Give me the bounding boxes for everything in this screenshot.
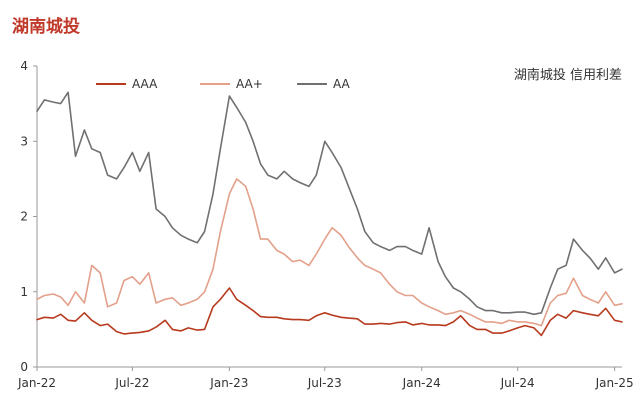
chart-axes: 0 1 2 3 4 Jan-22 Jul-22 Jan-23 Jul-23 Jan-24 Jul-2… (17, 59, 634, 390)
x-tick-label: Jan-23 (209, 376, 248, 390)
page-title: 湖南城投 (12, 17, 80, 37)
y-tick-label: 2 (20, 210, 28, 224)
series-line-aaa (36, 287, 623, 337)
legend-label-aa-plus: AA+ (236, 77, 263, 91)
legend-label-aa: AA (333, 77, 351, 91)
x-tick-label: Jan-22 (17, 376, 56, 390)
y-tick-label: 1 (20, 285, 28, 299)
x-tick-label: Jul-24 (500, 376, 535, 390)
x-tick-label: Jul-23 (307, 376, 342, 390)
series-line-aa (36, 91, 623, 316)
x-tick-label: Jan-25 (595, 376, 634, 390)
legend-label-aaa: AAA (132, 77, 158, 91)
series-line-aa-plus (36, 178, 623, 327)
chart-annotation: 湖南城投 信用利差 (514, 67, 622, 83)
x-tick-label: Jul-22 (114, 376, 149, 390)
y-tick-label: 0 (20, 360, 28, 374)
x-tick-label: Jan-24 (402, 376, 441, 390)
y-tick-label: 4 (20, 59, 28, 73)
y-tick-label: 3 (20, 134, 28, 148)
chart-legend: AAA AA+ AA (96, 77, 351, 91)
series-layer (36, 91, 623, 337)
